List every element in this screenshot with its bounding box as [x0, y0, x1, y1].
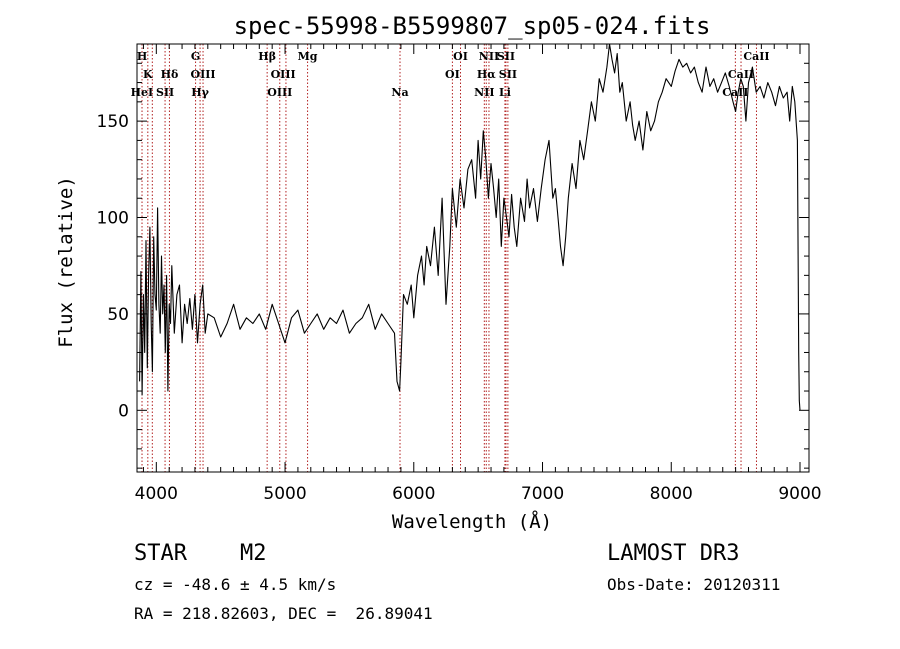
spectral-line-label: Hγ — [191, 86, 209, 99]
x-tick-label: 9000 — [778, 484, 821, 504]
spectral-line-label: NII — [474, 86, 494, 99]
x-axis-label: Wavelength (Å) — [392, 510, 552, 533]
observation-date: Obs-Date: 20120311 — [607, 575, 781, 594]
spectral-line-label: SII — [499, 68, 517, 81]
spectral-line-label: CaII — [722, 86, 748, 99]
y-tick-label: 0 — [118, 401, 129, 421]
spectral-line-label: G — [191, 50, 200, 63]
x-tick-label: 7000 — [521, 484, 564, 504]
plot-layer — [139, 43, 801, 411]
spectral-line-label: OI — [445, 68, 460, 81]
y-tick-label: 100 — [97, 209, 129, 229]
x-tick-label: 4000 — [135, 484, 178, 504]
spectral-line-label: OIII — [267, 86, 292, 99]
redshift-velocity: cz = -48.6 ± 4.5 km/s — [134, 575, 337, 594]
spectral-line-label: SII — [497, 50, 515, 63]
spectral-line-label: OIII — [271, 68, 296, 81]
spectral-line-label: NII — [479, 50, 499, 63]
x-tick-label: 5000 — [263, 484, 306, 504]
spectral-line-label: Na — [391, 86, 408, 99]
spectral-line-label: OIII — [191, 68, 216, 81]
line-marks-layer — [141, 44, 757, 472]
spectral-line-label: CaII — [743, 50, 769, 63]
chart-title: spec-55998-B5599807_sp05-024.fits — [234, 12, 711, 40]
flux-series-line — [139, 43, 801, 411]
coordinates: RA = 218.82603, DEC = 26.89041 — [134, 604, 433, 623]
spectral-line-label: K — [143, 68, 153, 81]
spectral-line-label: Hδ — [161, 68, 179, 81]
x-tick-label: 6000 — [392, 484, 435, 504]
spectral-line-label: H — [137, 50, 147, 63]
y-axis-label: Flux (relative) — [55, 176, 77, 348]
object-class: STAR — [134, 541, 187, 566]
object-subclass: M2 — [240, 541, 267, 566]
spectral-line-label: Li — [499, 86, 511, 99]
y-tick-label: 150 — [97, 112, 129, 132]
x-tick-label: 8000 — [650, 484, 693, 504]
spectral-line-label: Hβ — [258, 50, 276, 63]
spectral-line-label: HeI — [131, 86, 154, 99]
y-tick-label: 50 — [107, 305, 129, 325]
axes: 4000 5000 6000 7000 8000 9000 0 50 100 150 — [97, 43, 822, 504]
spectral-line-label: OI — [453, 50, 468, 63]
spectral-line-label: SII — [156, 86, 174, 99]
plot-frame — [136, 43, 810, 473]
spectral-line-label: CaII — [728, 68, 754, 81]
spectral-line-label: Hα — [477, 68, 496, 81]
spectral-line-label: Mg — [298, 50, 318, 63]
survey-name: LAMOST DR3 — [607, 541, 740, 566]
